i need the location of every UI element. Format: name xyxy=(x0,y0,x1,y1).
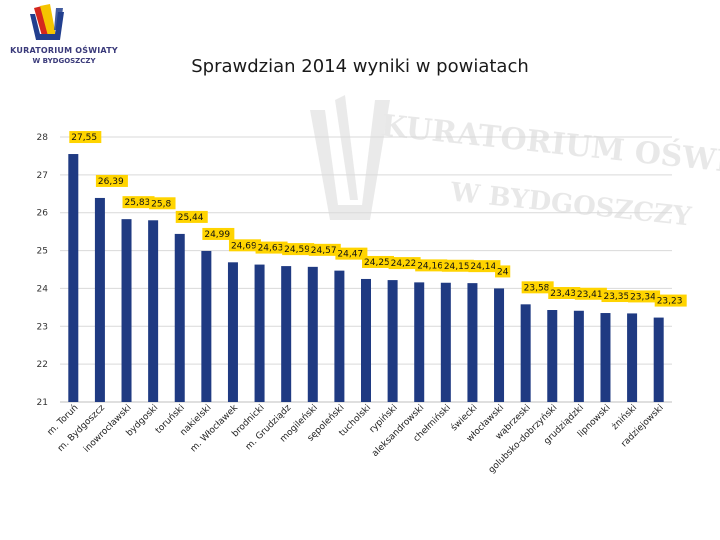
data-label-background xyxy=(415,259,448,272)
data-label: 24 xyxy=(497,267,509,277)
bar xyxy=(254,264,265,402)
data-label-background xyxy=(282,243,315,256)
data-label: 24,16 xyxy=(417,261,443,271)
bar xyxy=(281,266,292,402)
bar xyxy=(307,266,318,402)
data-label: 23,41 xyxy=(577,290,603,300)
data-label-background xyxy=(175,210,208,223)
data-label: 23,35 xyxy=(603,292,629,302)
data-label: 23,34 xyxy=(630,292,656,302)
bar xyxy=(440,282,451,402)
data-label: 23,43 xyxy=(550,289,576,299)
bar xyxy=(227,262,238,402)
data-label: 24,47 xyxy=(337,250,363,260)
data-label: 24,57 xyxy=(311,246,337,256)
bar xyxy=(653,317,664,402)
data-label-background xyxy=(255,241,288,254)
bar xyxy=(334,270,345,402)
data-label-background xyxy=(495,265,511,278)
bar xyxy=(387,280,398,402)
data-label: 24,14 xyxy=(470,262,496,272)
data-label-background xyxy=(654,294,687,307)
bar xyxy=(121,219,132,402)
bar xyxy=(520,304,531,402)
bar xyxy=(547,310,558,402)
data-label-background xyxy=(149,197,176,210)
data-label-background xyxy=(122,196,155,209)
y-tick-label: 21 xyxy=(37,398,48,408)
bar xyxy=(174,233,185,402)
data-label: 25,44 xyxy=(178,213,204,223)
data-label-background xyxy=(202,227,235,240)
bar xyxy=(148,220,159,402)
y-tick-label: 27 xyxy=(37,171,48,181)
data-label-background xyxy=(628,290,661,303)
data-label-background xyxy=(548,287,581,300)
data-label: 25,8 xyxy=(151,199,171,209)
data-label-background xyxy=(441,259,474,272)
bar xyxy=(94,197,105,402)
data-label-background xyxy=(335,247,368,260)
y-tick-label: 24 xyxy=(37,284,49,294)
data-label-background xyxy=(308,243,341,256)
data-label: 24,15 xyxy=(444,262,470,272)
data-label: 24,63 xyxy=(258,244,284,254)
data-label: 26,39 xyxy=(98,177,124,187)
data-label: 24,99 xyxy=(204,230,230,240)
data-label: 24,59 xyxy=(284,245,310,255)
data-label-background xyxy=(69,131,102,144)
kuratorium-logo xyxy=(30,4,64,40)
category-label: m. Bydgoszcz xyxy=(56,403,107,454)
data-label: 24,69 xyxy=(231,241,257,251)
data-label: 25,83 xyxy=(125,198,151,208)
logo-text-line1: KURATORIUM OŚWIATY xyxy=(10,46,118,55)
y-tick-label: 22 xyxy=(37,360,48,370)
bar xyxy=(201,250,212,402)
bars xyxy=(68,154,664,402)
logo-emblem-icon xyxy=(30,4,64,40)
data-label: 23,23 xyxy=(657,297,683,307)
data-label-background xyxy=(601,290,634,303)
chart-title: Sprawdzian 2014 wyniki w powiatach xyxy=(191,56,529,77)
bar xyxy=(627,313,638,402)
data-label-background xyxy=(521,281,554,294)
logo-text-line2: W BYDGOSZCZY xyxy=(32,57,96,65)
data-label-background xyxy=(362,255,394,268)
data-label-background xyxy=(574,287,607,300)
y-tick-label: 26 xyxy=(37,209,49,219)
bar xyxy=(68,154,79,402)
data-label: 24,22 xyxy=(391,259,417,269)
bar xyxy=(600,313,611,402)
category-label: inowrocławski xyxy=(82,403,134,455)
data-label-background xyxy=(468,260,501,273)
y-tick-label: 25 xyxy=(37,247,48,257)
data-label: 23,58 xyxy=(524,283,550,293)
bar xyxy=(414,282,425,402)
data-label-background xyxy=(95,174,128,187)
data-label-background xyxy=(388,257,421,270)
bar xyxy=(361,278,371,402)
data-label: 27,55 xyxy=(71,133,97,143)
data-label-background xyxy=(228,239,261,252)
y-tick-label: 23 xyxy=(37,322,48,332)
bar xyxy=(467,283,478,402)
bar xyxy=(573,310,584,402)
y-tick-label: 28 xyxy=(37,133,49,143)
bar xyxy=(494,288,505,402)
data-label: 24,25 xyxy=(364,258,390,268)
